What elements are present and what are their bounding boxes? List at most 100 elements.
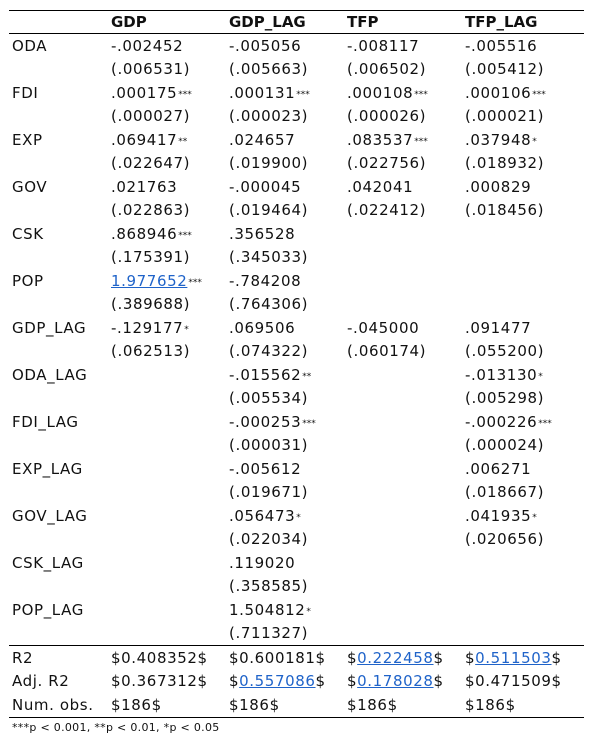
stat-cell: $0.178028$ bbox=[344, 670, 462, 694]
row-label: POP_LAG bbox=[12, 600, 84, 619]
se-row: (.022863) (.019464) (.022412) (.018456) bbox=[9, 199, 584, 223]
coef-value: -.002452 bbox=[111, 36, 184, 55]
se-cell: (.005412) bbox=[465, 60, 545, 79]
stat-dollar-open: $ bbox=[229, 672, 240, 691]
se-cell: (.020656) bbox=[465, 530, 545, 549]
coef-cell: .006271 bbox=[462, 457, 584, 481]
stat-row: R2 $0.408352$ $0.600181$ $0.222458$ $0.51150… bbox=[9, 645, 584, 670]
se-row: (.711327) bbox=[9, 622, 584, 646]
coef-cell bbox=[108, 598, 226, 622]
stat-link[interactable]: 0.511503 bbox=[475, 648, 552, 667]
se-label-blank bbox=[9, 575, 108, 599]
se-row: (.000031) (.000024) bbox=[9, 434, 584, 458]
se-cell: (.006502) bbox=[347, 60, 427, 79]
se-cell: (.005298) bbox=[465, 389, 545, 408]
coef-cell bbox=[108, 410, 226, 434]
stat-cell: $0.471509$ bbox=[465, 672, 562, 691]
coef-row: FDI .000175*** .000131*** .000108*** .000106… bbox=[9, 81, 584, 105]
row-label: CSK bbox=[12, 224, 44, 243]
coef-value: .091477 bbox=[465, 318, 532, 337]
row-label: GOV_LAG bbox=[12, 506, 88, 525]
stat-cell: $186$ bbox=[344, 693, 462, 718]
se-cell: (.389688) bbox=[111, 295, 191, 314]
se-label-blank bbox=[9, 105, 108, 129]
se-label-blank bbox=[9, 434, 108, 458]
coef-value: .024657 bbox=[229, 130, 296, 149]
se-cell: (.764306) bbox=[229, 295, 309, 314]
coef-cell: .000108*** bbox=[344, 81, 462, 105]
coef-cell: -.005516 bbox=[462, 34, 584, 58]
coef-cell bbox=[108, 551, 226, 575]
se-cell: (.019464) bbox=[229, 201, 309, 220]
coef-value: .083537 bbox=[347, 130, 414, 149]
significance-stars: *** bbox=[302, 418, 316, 429]
coef-value: -.784208 bbox=[229, 271, 302, 290]
se-cell: (.175391) bbox=[111, 248, 191, 267]
stat-link[interactable]: 0.222458 bbox=[357, 648, 434, 667]
se-cell bbox=[108, 481, 226, 505]
coef-link[interactable]: 1.977652 bbox=[111, 271, 188, 290]
stat-cell: $0.600181$ bbox=[226, 645, 344, 670]
significance-stars: * bbox=[532, 136, 537, 147]
coef-cell bbox=[344, 551, 462, 575]
coef-value: .042041 bbox=[347, 177, 414, 196]
se-cell bbox=[344, 481, 462, 505]
header-row: GDP GDP_LAG TFP TFP_LAG bbox=[9, 10, 584, 34]
coef-row: POP_LAG 1.504812* bbox=[9, 598, 584, 622]
se-cell bbox=[344, 575, 462, 599]
coef-value: -.000253 bbox=[229, 412, 302, 431]
significance-footnote: ***p < 0.001, **p < 0.01, *p < 0.05 bbox=[12, 721, 220, 734]
coef-cell: .119020 bbox=[226, 551, 344, 575]
coef-cell bbox=[344, 598, 462, 622]
se-cell: (.074322) bbox=[229, 342, 309, 361]
se-cell: (.000023) bbox=[229, 107, 309, 126]
se-cell: (.062513) bbox=[111, 342, 191, 361]
coef-row: CSK_LAG .119020 bbox=[9, 551, 584, 575]
coef-value: .356528 bbox=[229, 224, 296, 243]
coef-cell: -.045000 bbox=[344, 316, 462, 340]
se-label-blank bbox=[9, 152, 108, 176]
se-cell bbox=[108, 575, 226, 599]
se-row: (.005534) (.005298) bbox=[9, 387, 584, 411]
stat-row: Adj. R2 $0.367312$ $0.557086$ $0.178028$ $0.… bbox=[9, 670, 584, 694]
row-label: ODA_LAG bbox=[12, 365, 88, 384]
stat-dollar-open: $ bbox=[465, 648, 476, 667]
coef-value: -.005516 bbox=[465, 36, 538, 55]
header-gdp: GDP bbox=[108, 10, 226, 34]
stat-link[interactable]: 0.557086 bbox=[239, 672, 316, 691]
row-label: GOV bbox=[12, 177, 48, 196]
se-cell: (.000021) bbox=[465, 107, 545, 126]
se-label-blank bbox=[9, 58, 108, 82]
regression-table: GDP GDP_LAG TFP TFP_LAG ODA -.002452 -.005… bbox=[9, 10, 584, 718]
coef-cell bbox=[344, 457, 462, 481]
row-label: EXP bbox=[12, 130, 43, 149]
se-cell: (.018456) bbox=[465, 201, 545, 220]
se-cell: (.022412) bbox=[347, 201, 427, 220]
stat-label: R2 bbox=[9, 645, 108, 670]
coef-value: .069417 bbox=[111, 130, 178, 149]
stat-link[interactable]: 0.178028 bbox=[357, 672, 434, 691]
stat-cell: $0.408352$ bbox=[108, 645, 226, 670]
coef-cell bbox=[462, 598, 584, 622]
coef-cell bbox=[462, 269, 584, 293]
se-cell: (.018667) bbox=[465, 483, 545, 502]
significance-stars: * bbox=[538, 371, 543, 382]
table-body: ODA -.002452 -.005056 -.008117 -.005516 (.006… bbox=[9, 34, 584, 718]
se-cell bbox=[344, 293, 462, 317]
se-cell: (.000027) bbox=[111, 107, 191, 126]
coef-cell: .356528 bbox=[226, 222, 344, 246]
se-cell: (.358585) bbox=[229, 577, 309, 596]
coef-row: ODA_LAG -.015562** -.013130* bbox=[9, 363, 584, 387]
header-gdp-lag: GDP_LAG bbox=[226, 10, 344, 34]
coef-value: .037948 bbox=[465, 130, 532, 149]
se-cell: (.018932) bbox=[465, 154, 545, 173]
coef-cell: .000829 bbox=[462, 175, 584, 199]
coef-value: -.013130 bbox=[465, 365, 538, 384]
se-label-blank bbox=[9, 622, 108, 646]
se-cell bbox=[108, 434, 226, 458]
se-cell: (.000031) bbox=[229, 436, 309, 455]
row-label: FDI bbox=[12, 83, 39, 102]
coef-cell: .868946*** bbox=[108, 222, 226, 246]
coef-value: .000175 bbox=[111, 83, 178, 102]
